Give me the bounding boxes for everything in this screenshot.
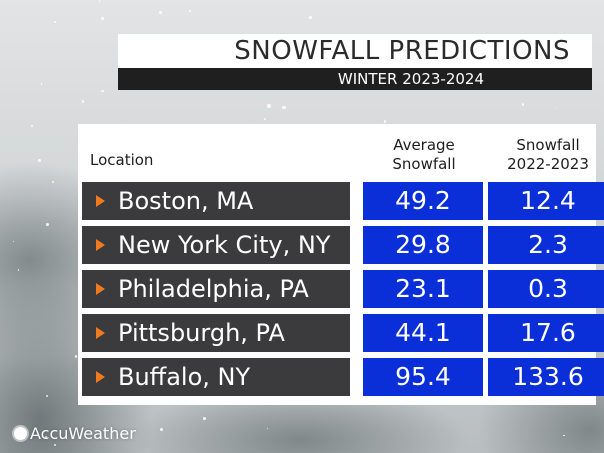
snowflake [98, 0, 101, 2]
average-snowfall-value: 44.1 [363, 314, 483, 352]
average-snowfall-value: 49.2 [363, 182, 483, 220]
snowflake [46, 394, 49, 397]
location-cell: Pittsburgh, PA [82, 314, 350, 352]
chart-title: SNOWFALL PREDICTIONS [234, 36, 570, 66]
location-cell: Philadelphia, PA [82, 270, 350, 308]
snowflake [383, 120, 387, 123]
snowflake [563, 434, 565, 436]
location-name: New York City, NY [118, 231, 331, 259]
column-header-average-line-2: Snowfall [392, 155, 456, 173]
average-snowfall-value: 29.8 [363, 226, 483, 264]
snowfall-2022-2023-value: 0.3 [488, 270, 604, 308]
snowflake [38, 159, 41, 162]
snowflake [188, 9, 192, 12]
snowflake [81, 100, 85, 103]
location-name: Boston, MA [118, 187, 254, 215]
logo-text: AccuWeather [30, 424, 136, 443]
sun-icon [14, 427, 27, 440]
table-row: Pittsburgh, PA 44.1 17.6 [78, 314, 604, 352]
snowflake [101, 16, 105, 20]
title-banner: SNOWFALL PREDICTIONS [118, 34, 592, 68]
snowflake [101, 89, 104, 93]
snowflake [160, 428, 163, 432]
snowflake [41, 83, 43, 85]
table-row: Boston, MA 49.2 12.4 [78, 182, 604, 220]
location-cell: Buffalo, NY [82, 358, 350, 396]
column-header-snowfall-2022-2023: Snowfall 2022-2023 [488, 136, 604, 174]
snowflake [308, 15, 313, 20]
snowflake [158, 10, 162, 15]
snowflake [266, 428, 268, 430]
snowflake [12, 240, 14, 242]
orange-arrow-icon [96, 371, 105, 383]
snowflake [202, 416, 206, 420]
snowfall-2022-2023-value: 17.6 [488, 314, 604, 352]
subtitle-banner: WINTER 2023-2024 [118, 68, 592, 90]
snowflake [75, 355, 78, 358]
snowflake [521, 102, 525, 106]
snowfall-2022-2023-value: 2.3 [488, 226, 604, 264]
snowflake [267, 104, 271, 108]
orange-arrow-icon [96, 283, 105, 295]
snowflake [282, 105, 286, 109]
snowflake [51, 180, 55, 184]
snowflake [53, 443, 56, 446]
snowflake [31, 125, 34, 128]
average-snowfall-value: 23.1 [363, 270, 483, 308]
column-header-average-line-1: Average [393, 136, 455, 154]
table-row: New York City, NY 29.8 2.3 [78, 226, 604, 264]
column-header-location: Location [90, 151, 153, 170]
location-name: Pittsburgh, PA [118, 319, 285, 347]
location-name: Philadelphia, PA [118, 275, 309, 303]
column-header-location-line-1: Location [90, 151, 154, 169]
column-header-average-snowfall: Average Snowfall [364, 136, 484, 174]
table-row: Philadelphia, PA 23.1 0.3 [78, 270, 604, 308]
snowflake [54, 21, 57, 24]
snowflake [17, 268, 20, 271]
column-header-previous-line-2: 2022-2023 [507, 155, 589, 173]
location-cell: New York City, NY [82, 226, 350, 264]
snowfall-table: Location Average Snowfall Snowfall 2022-… [78, 124, 604, 405]
accuweather-logo: AccuWeather [14, 424, 136, 444]
snowflake [555, 106, 557, 109]
orange-arrow-icon [96, 195, 105, 207]
snowflake [45, 435, 48, 438]
orange-arrow-icon [96, 327, 105, 339]
location-name: Buffalo, NY [118, 363, 251, 391]
average-snowfall-value: 95.4 [363, 358, 483, 396]
orange-arrow-icon [96, 239, 105, 251]
table-row: Buffalo, NY 95.4 133.6 [78, 358, 604, 396]
location-cell: Boston, MA [82, 182, 350, 220]
snowfall-2022-2023-value: 12.4 [488, 182, 604, 220]
column-header-previous-line-1: Snowfall [516, 136, 580, 154]
snowflake [45, 223, 49, 226]
snowfall-2022-2023-value: 133.6 [488, 358, 604, 396]
snowflake [263, 118, 266, 121]
chart-subtitle: WINTER 2023-2024 [337, 70, 484, 88]
